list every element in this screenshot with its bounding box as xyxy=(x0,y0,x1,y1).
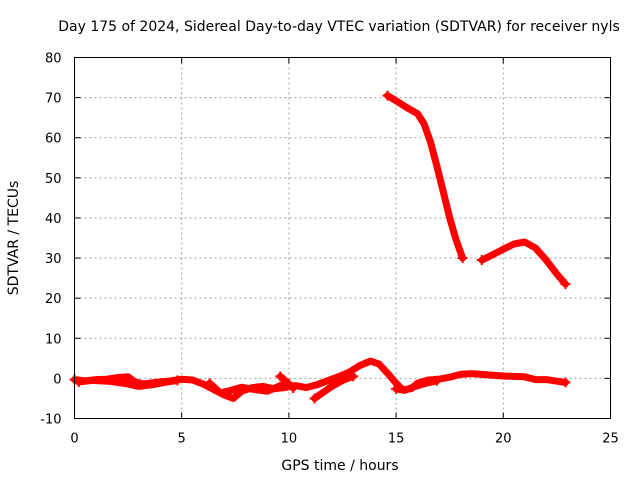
point-marker-satellite-arc-low-3-start xyxy=(204,378,215,389)
x-tick-label: 20 xyxy=(495,432,512,447)
plot-frame xyxy=(74,57,611,419)
point-marker-satellite-arc-high-2-end xyxy=(560,279,571,290)
point-marker-satellite-arc-low-6-start xyxy=(391,383,402,394)
y-tick-label: -10 xyxy=(40,413,61,428)
chart-title: Day 175 of 2024, Sidereal Day-to-day VTE… xyxy=(58,19,620,35)
x-tick-label: 0 xyxy=(70,432,78,447)
point-marker-satellite-arc-high-1-end xyxy=(457,253,468,264)
point-marker-satellite-arc-high-2-start xyxy=(476,255,487,266)
y-tick-label: 40 xyxy=(45,212,62,227)
x-tick-label: 25 xyxy=(602,432,619,447)
y-tick-label: 0 xyxy=(53,372,61,387)
y-tick-label: 60 xyxy=(45,132,62,147)
y-tick-label: 10 xyxy=(45,332,62,347)
point-marker-satellite-arc-low-2-end xyxy=(172,375,183,386)
series-satellite-arc-low-4 xyxy=(276,372,297,392)
y-tick-label: 80 xyxy=(45,52,62,67)
y-axis-label: SDTVAR / TECUs xyxy=(6,181,22,296)
y-tick-label: 30 xyxy=(45,252,62,267)
x-tick-label: 15 xyxy=(388,432,405,447)
series-satellite-arc-high-2 xyxy=(478,238,569,288)
y-tick-label: 70 xyxy=(45,92,62,107)
point-marker-satellite-arc-low-5-end xyxy=(348,371,359,382)
gridlines xyxy=(74,57,611,419)
x-tick-label: 5 xyxy=(178,432,186,447)
point-marker-satellite-arc-low-2-start xyxy=(73,376,84,387)
y-tick-label: 50 xyxy=(45,172,62,187)
x-tick-label: 10 xyxy=(281,432,298,447)
series-satellite-arc-low-3 xyxy=(206,379,293,397)
point-marker-satellite-arc-low-4-start xyxy=(275,371,286,382)
point-marker-satellite-arc-low-1-end xyxy=(560,377,571,388)
point-marker-satellite-arc-low-5-start xyxy=(309,393,320,404)
series-satellite-arc-low-5 xyxy=(311,372,357,402)
point-marker-satellite-arc-low-4-end xyxy=(288,383,299,394)
point-marker-satellite-arc-low-6-end xyxy=(431,375,442,386)
y-tick-label: 20 xyxy=(45,292,62,307)
axis-ticks: 0 5 10 15 20 25 -10 0 10 20 30 40 50 60 70 80 xyxy=(40,52,619,447)
x-axis-label: GPS time / hours xyxy=(281,458,398,474)
series-satellite-arc-high-1 xyxy=(384,92,467,262)
series-satellite-arc-low-6 xyxy=(392,377,441,394)
point-marker-satellite-arc-high-1-start xyxy=(382,90,393,101)
data-series xyxy=(69,90,571,404)
series-satellite-arc-low-2 xyxy=(75,376,181,390)
